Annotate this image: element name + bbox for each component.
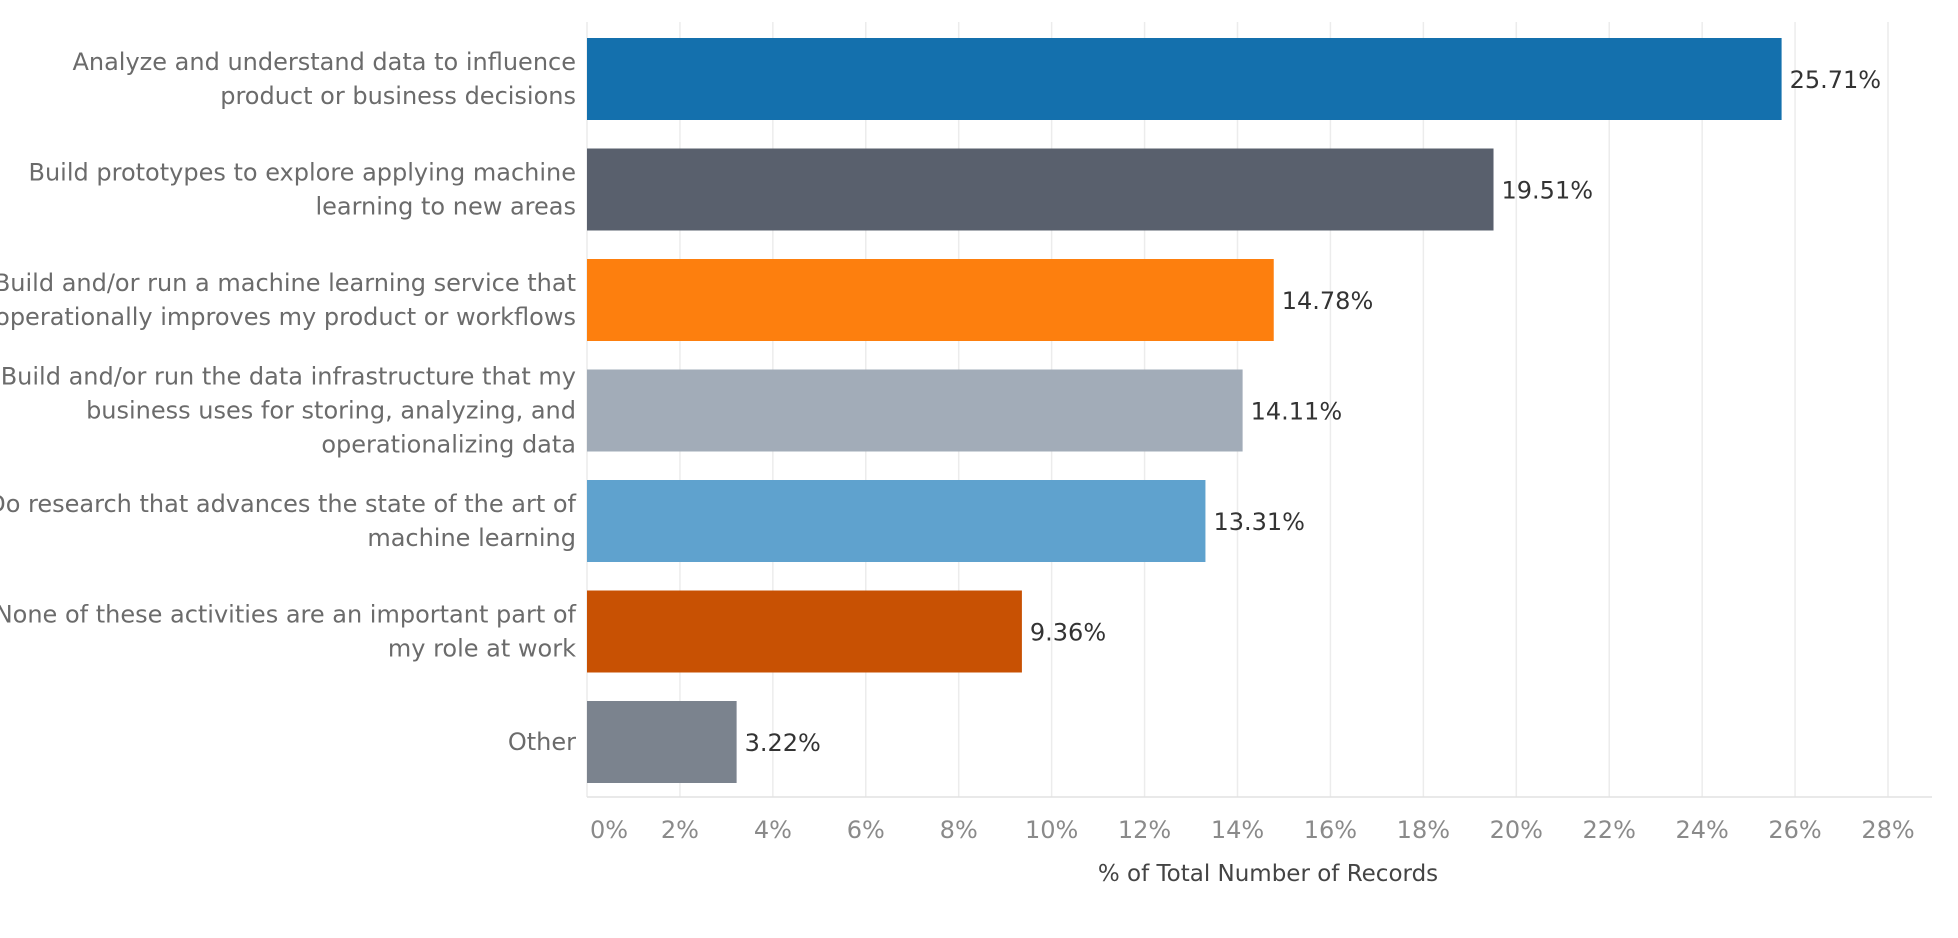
x-tick-label: 10% [1025,816,1078,844]
category-labels: Analyze and understand data to influence… [0,48,577,756]
x-axis-ticks: 0% 2% 4% 6% 8% 10% 12% 14% 16% 18% 20% 22% 24% 26% 28% [590,816,1915,844]
bar [587,369,1243,452]
category-label: my role at work [388,635,576,663]
x-tick-label: 18% [1397,816,1450,844]
category-label: Build prototypes to explore applying mac… [29,159,577,187]
bar [587,701,737,783]
bar-value-label: 13.31% [1213,508,1305,536]
bar-value-label: 19.51% [1502,177,1594,205]
x-tick-label: 28% [1861,816,1914,844]
bar [587,38,1782,120]
x-tick-label: 14% [1211,816,1264,844]
x-tick-label: 16% [1304,816,1357,844]
category-label: Build and/or run a machine learning serv… [0,269,576,297]
bar [587,148,1494,231]
bar-value-label: 3.22% [745,729,821,757]
bar-value-label: 9.36% [1030,619,1106,647]
x-tick-label: 8% [940,816,978,844]
category-label: operationally improves my product or wor… [0,303,576,331]
x-tick-label: 2% [661,816,699,844]
category-label: Build and/or run the data infrastructure… [1,363,576,391]
x-tick-label: 26% [1768,816,1821,844]
bar [587,259,1274,341]
bar-value-label: 14.11% [1251,398,1343,426]
x-tick-label: 24% [1675,816,1728,844]
bar-value-label: 14.78% [1282,287,1374,315]
x-tick-label: 20% [1490,816,1543,844]
bar [587,480,1206,562]
category-label: product or business decisions [220,82,576,110]
category-label: learning to new areas [315,193,576,221]
category-label: Do research that advances the state of t… [0,490,577,518]
category-label: None of these activities are an importan… [0,601,577,629]
x-axis-title: % of Total Number of Records [1098,861,1438,887]
x-tick-label: 4% [754,816,792,844]
category-label: operationalizing data [321,431,576,459]
category-label: machine learning [367,524,576,552]
value-labels: 25.71% 19.51% 14.78% 14.11% 13.31% 9.36% 3.22% [745,66,1881,757]
category-label: Other [508,728,576,756]
category-label: business uses for storing, analyzing, an… [86,397,576,425]
bar-value-label: 25.71% [1790,66,1882,94]
category-label: Analyze and understand data to influence [72,48,576,76]
x-tick-label: 12% [1118,816,1171,844]
bars [587,38,1782,783]
x-tick-label: 0% [590,816,628,844]
x-tick-label: 6% [847,816,885,844]
x-tick-label: 22% [1583,816,1636,844]
bar [587,590,1022,673]
